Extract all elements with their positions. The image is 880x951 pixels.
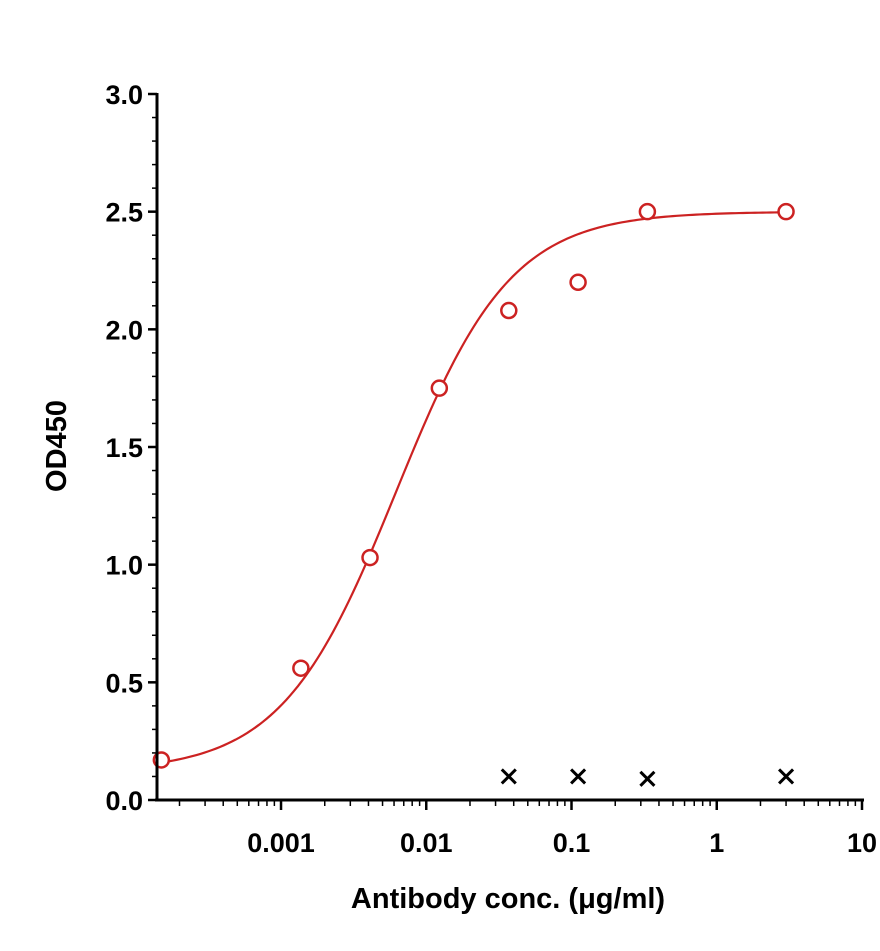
x-tick-label: 0.1 — [553, 828, 591, 858]
data-point-circle — [777, 202, 795, 221]
y-tick-label: 1.5 — [105, 433, 143, 463]
y-tick-label: 2.0 — [105, 315, 143, 345]
data-point-circle — [430, 379, 449, 397]
data-point-circle — [500, 301, 518, 320]
y-tick-label: 1.0 — [105, 551, 143, 581]
data-marks — [152, 202, 795, 787]
ticks: 0.0 0.5 1.0 1.5 2.0 2.5 3.0 0.001 0.01 0.1 1 10 — [105, 80, 877, 858]
data-point-circle — [569, 273, 587, 292]
cross-stroke — [777, 768, 795, 785]
data-point-circle — [292, 659, 310, 677]
x-tick-label: 0.001 — [247, 828, 315, 858]
fit-curves — [161, 211, 787, 764]
x-tick-label: 1 — [709, 828, 724, 858]
cross-stroke — [570, 768, 587, 785]
axes — [155, 93, 864, 802]
y-tick-label: 3.0 — [105, 80, 143, 110]
y-tick-label: 0.0 — [105, 786, 143, 816]
y-tick-label: 2.5 — [105, 198, 143, 228]
x-tick-label: 10 — [847, 828, 877, 858]
plot-area — [152, 202, 795, 787]
data-point-circle — [361, 548, 379, 567]
fit-curve-0 — [161, 211, 787, 764]
data-point-cross — [639, 770, 656, 787]
y-tick-label: 0.5 — [105, 668, 143, 698]
x-axis-title: Antibody conc. (μg/ml) — [351, 883, 665, 915]
data-point-circle — [638, 202, 657, 221]
cross-stroke — [639, 770, 656, 787]
data-point-cross — [500, 768, 517, 785]
y-axis-title: OD450 — [41, 400, 73, 492]
x-tick-label: 0.01 — [400, 828, 453, 858]
data-point-cross — [570, 768, 587, 785]
cross-stroke — [500, 768, 517, 785]
data-point-cross — [777, 768, 795, 785]
